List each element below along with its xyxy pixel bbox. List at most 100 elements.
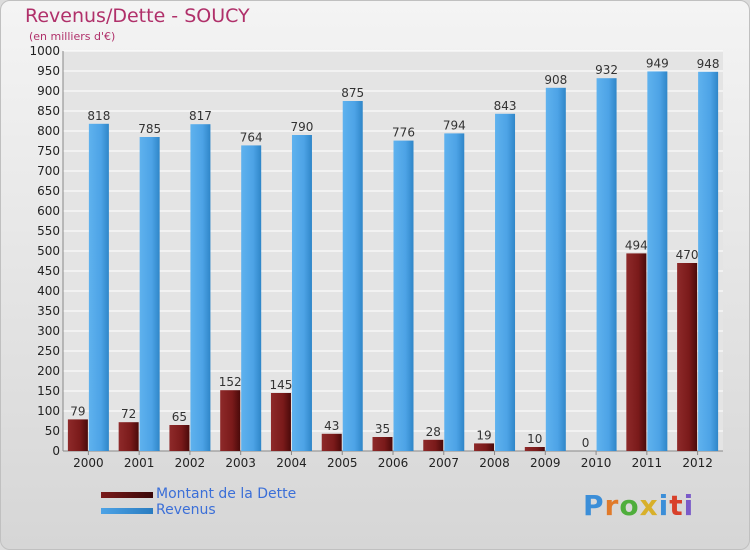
y-tick-label: 250 xyxy=(37,344,60,358)
x-tick-label: 2005 xyxy=(327,456,358,470)
bar-revenue xyxy=(241,145,262,451)
data-label-revenue: 875 xyxy=(341,86,364,100)
x-tick-label: 2006 xyxy=(378,456,409,470)
bar-debt xyxy=(626,253,647,451)
bar-debt xyxy=(677,263,698,451)
legend-swatch-revenue xyxy=(101,508,153,514)
chart-subtitle: (en milliers d'€) xyxy=(29,30,116,43)
y-tick-label: 1000 xyxy=(29,44,60,58)
bar-revenue xyxy=(495,113,516,452)
legend-label-revenue: Revenus xyxy=(156,502,216,518)
data-label-debt: 79 xyxy=(70,404,85,418)
logo-letter: r xyxy=(604,489,620,522)
x-tick-label: 2011 xyxy=(632,456,663,470)
x-tick-label: 2001 xyxy=(124,456,155,470)
data-label-debt: 19 xyxy=(476,428,491,442)
bar-revenue xyxy=(596,78,617,451)
data-label-debt: 65 xyxy=(172,410,187,424)
data-label-revenue: 818 xyxy=(87,109,110,123)
logo-letter: x xyxy=(639,489,659,522)
data-label-revenue: 908 xyxy=(544,73,567,87)
y-tick-label: 700 xyxy=(37,164,60,178)
data-label-debt: 72 xyxy=(121,407,136,421)
bar-debt xyxy=(118,422,139,451)
data-label-debt: 0 xyxy=(582,436,590,450)
y-tick-label: 800 xyxy=(37,124,60,138)
data-label-revenue: 843 xyxy=(494,99,517,113)
data-label-debt: 494 xyxy=(625,238,648,252)
bar-revenue xyxy=(545,87,566,452)
y-tick-label: 300 xyxy=(37,324,60,338)
x-tick-label: 2003 xyxy=(225,456,256,470)
bar-debt xyxy=(67,419,88,451)
y-tick-label: 750 xyxy=(37,144,60,158)
bar-revenue xyxy=(393,140,414,451)
logo-letter: P xyxy=(583,489,605,522)
data-label-revenue: 790 xyxy=(291,120,314,134)
y-tick-label: 150 xyxy=(37,384,60,398)
y-tick-label: 550 xyxy=(37,224,60,238)
logo-letter: i xyxy=(683,489,695,522)
y-tick-label: 50 xyxy=(45,424,60,438)
x-tick-label: 2004 xyxy=(276,456,307,470)
y-tick-label: 500 xyxy=(37,244,60,258)
y-tick-label: 600 xyxy=(37,204,60,218)
proxiti-logo: Proxiti xyxy=(583,489,694,522)
bar-revenue xyxy=(444,133,465,451)
y-tick-label: 900 xyxy=(37,84,60,98)
data-label-revenue: 817 xyxy=(189,109,212,123)
y-tick-label: 950 xyxy=(37,64,60,78)
bar-debt xyxy=(423,439,444,451)
data-label-debt: 28 xyxy=(426,425,441,439)
logo-letter: i xyxy=(658,489,670,522)
bar-debt xyxy=(372,437,393,451)
data-label-debt: 35 xyxy=(375,422,390,436)
data-label-revenue: 785 xyxy=(138,122,161,136)
x-tick-label: 2010 xyxy=(581,456,612,470)
data-label-revenue: 949 xyxy=(646,56,669,70)
chart-title: Revenus/Dette - SOUCY xyxy=(25,5,250,27)
data-label-debt: 10 xyxy=(527,432,542,446)
x-tick-label: 2000 xyxy=(73,456,104,470)
bar-debt xyxy=(270,393,291,451)
data-label-debt: 145 xyxy=(270,378,293,392)
y-tick-label: 400 xyxy=(37,284,60,298)
bar-debt xyxy=(474,443,495,451)
y-tick-label: 0 xyxy=(52,444,60,458)
y-tick-label: 200 xyxy=(37,364,60,378)
bar-revenue xyxy=(88,123,109,452)
legend-label-debt: Montant de la Dette xyxy=(156,486,297,502)
x-tick-label: 2007 xyxy=(428,456,459,470)
legend-swatch-debt xyxy=(101,492,153,498)
bar-revenue xyxy=(291,135,312,451)
bar-revenue xyxy=(139,137,160,451)
y-tick-label: 350 xyxy=(37,304,60,318)
bar-revenue xyxy=(190,124,211,451)
bar-debt xyxy=(169,425,190,451)
y-tick-label: 450 xyxy=(37,264,60,278)
data-label-revenue: 776 xyxy=(392,126,415,140)
x-tick-label: 2012 xyxy=(682,456,713,470)
y-tick-label: 100 xyxy=(37,404,60,418)
y-tick-label: 650 xyxy=(37,184,60,198)
logo-letter: o xyxy=(619,489,640,522)
bar-revenue xyxy=(698,71,719,452)
x-tick-label: 2002 xyxy=(175,456,206,470)
bar-debt xyxy=(220,390,241,451)
bar-debt xyxy=(524,447,545,451)
data-label-revenue: 794 xyxy=(443,118,466,132)
data-label-debt: 43 xyxy=(324,419,339,433)
bar-revenue xyxy=(647,71,668,452)
x-tick-label: 2008 xyxy=(479,456,510,470)
bar-debt xyxy=(321,433,342,451)
data-label-revenue: 932 xyxy=(595,63,618,77)
x-tick-label: 2009 xyxy=(530,456,561,470)
data-label-debt: 152 xyxy=(219,375,242,389)
logo-letter: t xyxy=(669,489,684,522)
data-label-revenue: 948 xyxy=(697,57,720,71)
bar-revenue xyxy=(342,101,363,451)
data-label-revenue: 764 xyxy=(240,130,263,144)
data-label-debt: 470 xyxy=(676,248,699,262)
